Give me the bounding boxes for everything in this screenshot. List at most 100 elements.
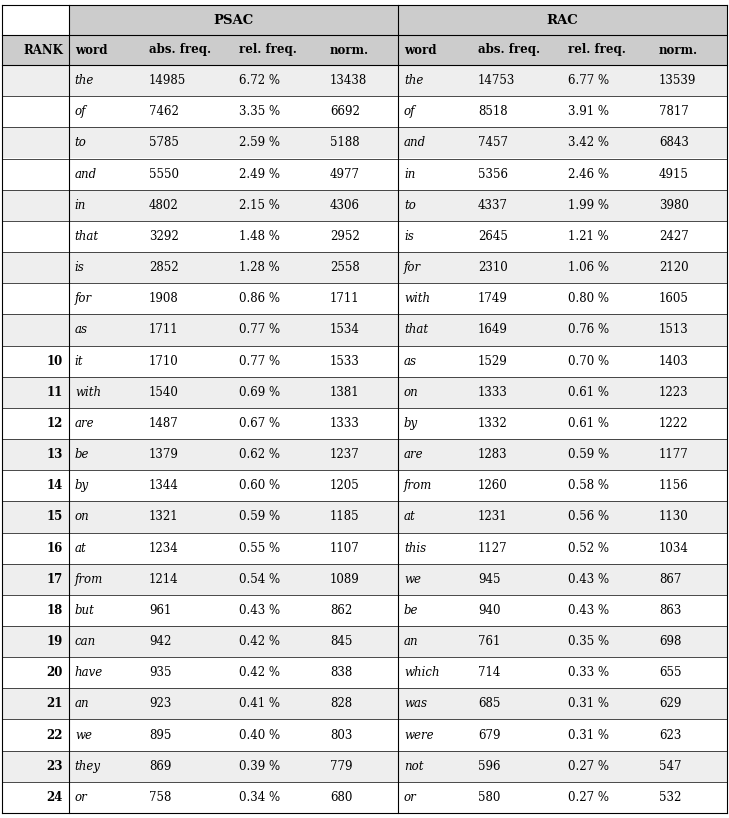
Text: 6.77 %: 6.77 % <box>569 74 609 87</box>
Text: from: from <box>75 573 103 586</box>
Text: 1089: 1089 <box>330 573 359 586</box>
Bar <box>69 190 143 221</box>
Bar <box>143 97 233 128</box>
Text: the: the <box>75 74 94 87</box>
Bar <box>69 159 143 190</box>
Text: 1540: 1540 <box>149 386 179 398</box>
Text: was: was <box>404 698 427 710</box>
Bar <box>69 782 143 813</box>
Bar <box>398 314 472 345</box>
Bar <box>143 688 233 720</box>
Text: 0.31 %: 0.31 % <box>569 698 609 710</box>
Bar <box>233 314 324 345</box>
Bar <box>398 283 472 314</box>
Text: 863: 863 <box>659 604 682 617</box>
Bar <box>2 564 69 595</box>
Text: 17: 17 <box>47 573 63 586</box>
Bar <box>324 439 398 470</box>
Text: RANK: RANK <box>23 43 63 56</box>
Bar <box>69 439 143 470</box>
Text: 0.43 %: 0.43 % <box>569 604 609 617</box>
Bar <box>143 626 233 657</box>
Bar <box>143 252 233 283</box>
Text: 867: 867 <box>659 573 682 586</box>
Text: 679: 679 <box>478 729 501 742</box>
Bar <box>69 470 143 501</box>
Bar <box>69 720 143 751</box>
Bar <box>69 252 143 283</box>
Bar <box>2 657 69 688</box>
Text: were: were <box>404 729 434 742</box>
Bar <box>398 190 472 221</box>
Bar <box>69 533 143 564</box>
Bar <box>563 439 653 470</box>
Bar <box>653 470 727 501</box>
Text: 7462: 7462 <box>149 106 179 119</box>
Text: 680: 680 <box>330 791 352 804</box>
Bar <box>472 720 563 751</box>
Text: 1205: 1205 <box>330 479 359 492</box>
Text: for: for <box>75 292 92 305</box>
Bar <box>2 252 69 283</box>
Text: 13539: 13539 <box>659 74 696 87</box>
Text: 2.49 %: 2.49 % <box>239 168 281 181</box>
Text: 0.60 %: 0.60 % <box>239 479 281 492</box>
Bar <box>233 720 324 751</box>
Bar <box>398 439 472 470</box>
Bar <box>324 190 398 221</box>
Bar <box>2 501 69 533</box>
Text: 2.59 %: 2.59 % <box>239 137 281 150</box>
Bar <box>653 65 727 97</box>
Bar <box>563 720 653 751</box>
Bar <box>233 376 324 408</box>
Text: and: and <box>404 137 426 150</box>
Bar <box>563 626 653 657</box>
Bar <box>324 97 398 128</box>
Bar <box>69 595 143 626</box>
Bar <box>472 283 563 314</box>
Text: 4977: 4977 <box>330 168 360 181</box>
Bar <box>398 782 472 813</box>
Bar <box>143 376 233 408</box>
Text: 1107: 1107 <box>330 542 359 555</box>
Text: 1711: 1711 <box>330 292 359 305</box>
Bar <box>233 345 324 376</box>
Text: that: that <box>404 323 428 336</box>
Text: they: they <box>75 760 101 773</box>
Bar <box>2 376 69 408</box>
Bar <box>653 688 727 720</box>
Text: 532: 532 <box>659 791 682 804</box>
Bar <box>143 283 233 314</box>
Bar <box>69 501 143 533</box>
Text: 1333: 1333 <box>478 386 508 398</box>
Text: not: not <box>404 760 424 773</box>
Text: 21: 21 <box>47 698 63 710</box>
Bar <box>233 782 324 813</box>
Bar <box>143 657 233 688</box>
Text: 1711: 1711 <box>149 323 179 336</box>
Bar <box>472 314 563 345</box>
Text: 2427: 2427 <box>659 230 689 243</box>
Text: in: in <box>75 199 86 212</box>
Text: 2645: 2645 <box>478 230 508 243</box>
Bar <box>233 190 324 221</box>
Text: of: of <box>75 106 86 119</box>
Text: 1533: 1533 <box>330 354 359 367</box>
Text: 5785: 5785 <box>149 137 179 150</box>
Text: with: with <box>75 386 101 398</box>
Bar <box>69 626 143 657</box>
Bar <box>398 35 472 65</box>
Text: 838: 838 <box>330 666 352 679</box>
Bar <box>69 97 143 128</box>
Text: in: in <box>404 168 416 181</box>
Bar <box>563 314 653 345</box>
Bar <box>472 626 563 657</box>
Bar <box>2 221 69 252</box>
Bar <box>143 408 233 439</box>
Text: 1283: 1283 <box>478 448 507 461</box>
Bar <box>233 626 324 657</box>
Bar <box>398 5 727 35</box>
Text: 11: 11 <box>47 386 63 398</box>
Text: 2120: 2120 <box>659 261 689 274</box>
Bar <box>472 190 563 221</box>
